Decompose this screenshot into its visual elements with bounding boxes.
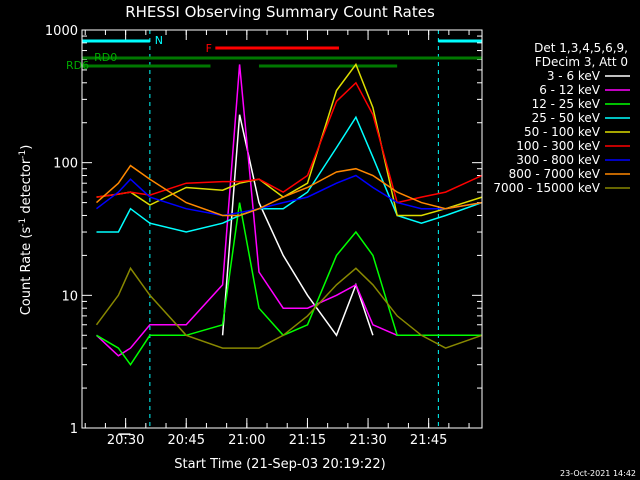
series-line-3 <box>96 115 483 233</box>
footer-date: 23-Oct-2021 14:42 <box>560 469 636 478</box>
legend: Det 1,3,4,5,6,9, FDecim 3, Att 0 3 - 6 k… <box>493 41 630 195</box>
legend-header-1: Det 1,3,4,5,6,9, <box>534 41 628 55</box>
legend-label-6: 300 - 800 keV <box>516 153 600 167</box>
y-tick-label: 10 <box>61 289 78 304</box>
x-tick-label: 20:30 <box>107 433 144 448</box>
series-line-2 <box>96 202 482 367</box>
y-axis-label-sup2: -1 <box>18 150 28 159</box>
legend-label-8: 7000 - 15000 keV <box>493 181 600 195</box>
legend-header-2: FDecim 3, Att 0 <box>535 55 628 69</box>
rd0-flag-label: RD0 <box>94 51 117 64</box>
flare-flag-label: F <box>206 42 212 55</box>
legend-label-7: 800 - 7000 keV <box>509 167 601 181</box>
legend-label-5: 100 - 300 keV <box>516 139 600 153</box>
y-tick-label: 1 <box>70 422 78 437</box>
y-axis-label: Count Rate (s-1 detector-1) <box>18 145 34 316</box>
y-tick-label: 100 <box>53 157 78 172</box>
series-line-7 <box>96 164 483 217</box>
y-axis-label-sup1: -1 <box>18 218 28 227</box>
x-tick-label: 21:00 <box>228 433 265 448</box>
x-tick-label: 21:15 <box>289 433 326 448</box>
x-tick-label: 21:30 <box>349 433 386 448</box>
legend-label-1: 6 - 12 keV <box>539 83 601 97</box>
y-axis-label-end: ) <box>19 145 34 150</box>
plot-frame <box>81 29 483 429</box>
rd6-flag-label: RD6 <box>66 59 89 72</box>
series-line-6 <box>96 174 483 217</box>
x-axis-label: Start Time (21-Sep-03 20:19:22) <box>174 457 385 472</box>
ticks-layer: 1 10 100 1000 20:30 20:45 21:00 21:15 21:30 21:45 <box>45 24 482 448</box>
series-layer <box>95 62 483 435</box>
legend-label-4: 50 - 100 keV <box>524 125 601 139</box>
y-tick-label: 1000 <box>45 24 78 39</box>
legend-label-2: 12 - 25 keV <box>532 97 601 111</box>
series-line-5 <box>96 81 483 204</box>
y-axis-label-main: Count Rate (s <box>19 227 34 316</box>
series-line-0 <box>118 114 374 435</box>
y-axis-label-mid: detector <box>19 158 34 218</box>
x-tick-label: 20:45 <box>168 433 205 448</box>
series-line-1 <box>95 64 398 357</box>
svg-text:Count Rate (s-1 detector-1): Count Rate (s-1 detector-1) <box>18 145 34 316</box>
chart-title: RHESSI Observing Summary Count Rates <box>125 3 435 21</box>
legend-label-0: 3 - 6 keV <box>547 69 601 83</box>
night-flag-label: N <box>155 34 163 47</box>
flags-layer: N F RD0 RD6 <box>66 30 482 428</box>
legend-label-3: 25 - 50 keV <box>532 111 601 125</box>
x-tick-label: 21:45 <box>410 433 447 448</box>
series-line-4 <box>96 62 483 217</box>
series-line-8 <box>95 266 483 349</box>
